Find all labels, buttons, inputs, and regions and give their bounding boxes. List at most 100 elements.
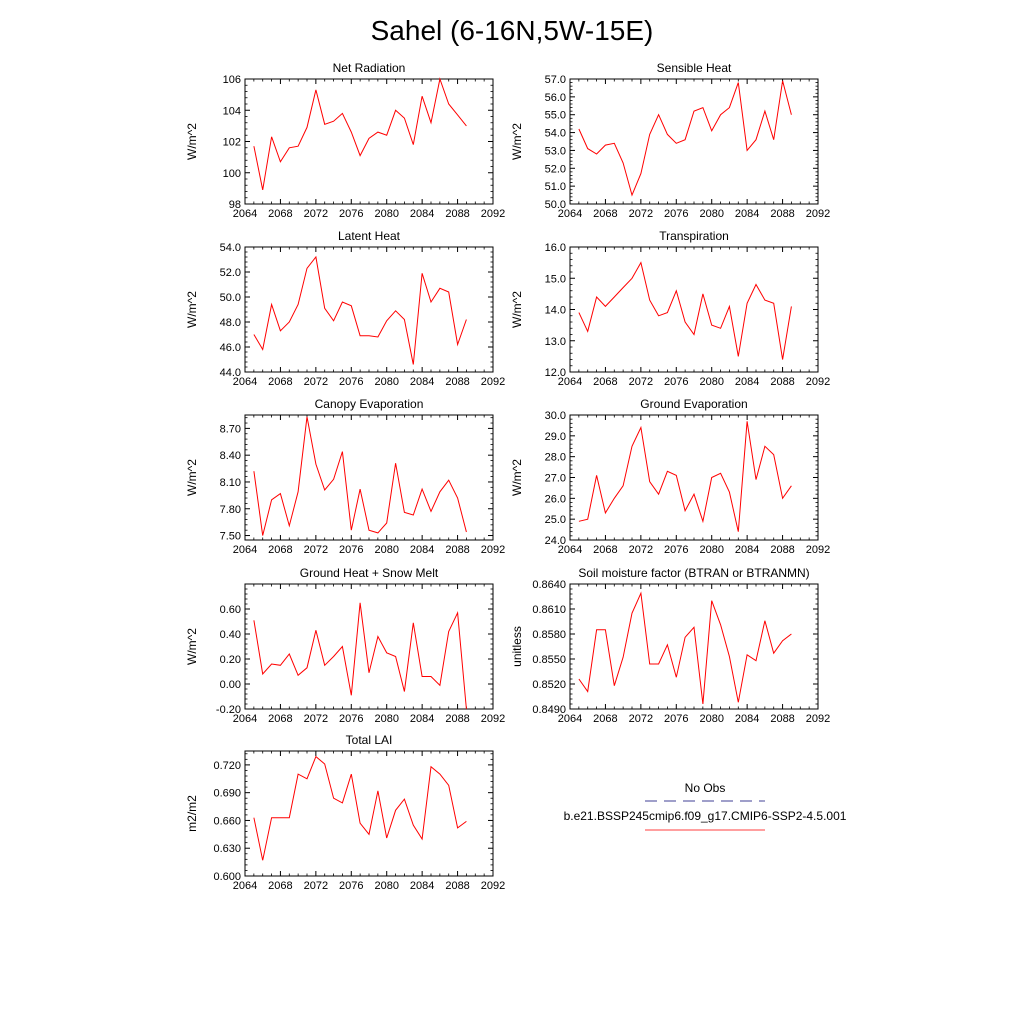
y-tick-label: 48.0 [220, 317, 241, 329]
y-tick-label: 56.0 [545, 92, 566, 104]
panel-canopy-evaporation: Canopy Evaporation W/m^2 2064 2068 2072 2076 2… [185, 397, 505, 556]
y-axis-label: W/m^2 [185, 123, 199, 160]
plot-frame [569, 246, 819, 373]
plot-frame [244, 78, 494, 205]
x-tick-label: 2076 [339, 544, 363, 556]
x-tick-label: 2084 [735, 544, 759, 556]
y-tick-label: 0.8640 [532, 579, 566, 591]
y-tick-label: 29.0 [545, 431, 566, 443]
x-tick-label: 2072 [629, 376, 653, 388]
y-tick-label: 52.0 [545, 163, 566, 175]
y-axis-label: W/m^2 [510, 123, 524, 160]
x-tick-label: 2084 [735, 376, 759, 388]
x-tick-label: 2088 [770, 544, 794, 556]
x-tick-label: 2068 [268, 376, 292, 388]
panel-soil-moisture-factor-btran-or-btranmn: Soil moisture factor (BTRAN or BTRANMN) u… [510, 566, 830, 725]
x-tick-label: 2088 [770, 376, 794, 388]
x-tick-label: 2084 [410, 376, 434, 388]
x-tick-label: 2068 [268, 713, 292, 725]
x-tick-label: 2080 [699, 208, 723, 220]
x-tick-label: 2088 [445, 376, 469, 388]
y-tick-label: 0.8550 [532, 654, 566, 666]
x-tick-label: 2080 [374, 208, 398, 220]
y-tick-label: 50.0 [220, 292, 241, 304]
x-tick-label: 2076 [664, 208, 688, 220]
x-tick-label: 2080 [374, 880, 398, 892]
x-tick-label: 2080 [699, 376, 723, 388]
panel-transpiration: Transpiration W/m^2 2064 2068 2072 2076 2080 20… [510, 229, 830, 388]
y-tick-label: 8.70 [220, 423, 241, 435]
y-tick-label: 52.0 [220, 267, 241, 279]
x-tick-label: 2076 [339, 713, 363, 725]
x-tick-label: 2068 [268, 208, 292, 220]
x-tick-label: 2092 [481, 880, 505, 892]
panel-title: Latent Heat [338, 229, 401, 243]
x-tick-label: 2084 [735, 208, 759, 220]
series-line [253, 602, 467, 710]
y-tick-label: 8.10 [220, 477, 241, 489]
x-tick-label: 2088 [445, 880, 469, 892]
x-tick-label: 2080 [374, 544, 398, 556]
x-tick-label: 2064 [233, 544, 257, 556]
x-tick-label: 2068 [593, 713, 617, 725]
y-tick-label: 0.8610 [532, 604, 566, 616]
x-tick-label: 2088 [770, 713, 794, 725]
plot-frame [569, 78, 819, 205]
y-axis-label: W/m^2 [185, 291, 199, 328]
x-tick-label: 2088 [445, 544, 469, 556]
x-tick-label: 2068 [268, 880, 292, 892]
x-tick-label: 2076 [664, 713, 688, 725]
panel-ground-heat-snow-melt: Ground Heat + Snow Melt W/m^2 2064 2068 2072… [185, 566, 505, 725]
plot-frame [244, 583, 494, 710]
x-tick-label: 2092 [806, 376, 830, 388]
x-tick-label: 2064 [233, 208, 257, 220]
x-tick-label: 2072 [304, 544, 328, 556]
y-tick-label: 16.0 [545, 242, 566, 254]
y-tick-label: 13.0 [545, 336, 566, 348]
panel-net-radiation: Net Radiation W/m^2 2064 2068 2072 2076 2080 20… [185, 61, 505, 220]
x-tick-label: 2072 [629, 713, 653, 725]
x-tick-label: 2068 [593, 544, 617, 556]
legend-label-model-run: b.e21.BSSP245cmip6.f09_g17.CMIP6-SSP2-4.… [564, 809, 847, 823]
y-axis-label: W/m^2 [185, 628, 199, 665]
x-tick-label: 2084 [410, 544, 434, 556]
x-tick-label: 2092 [806, 713, 830, 725]
y-tick-label: 8.40 [220, 450, 241, 462]
y-tick-label: 0.720 [213, 760, 241, 772]
x-tick-label: 2088 [445, 713, 469, 725]
y-tick-label: 0.8520 [532, 679, 566, 691]
x-tick-label: 2084 [410, 713, 434, 725]
plot-frame [244, 246, 494, 373]
y-tick-label: 14.0 [545, 305, 566, 317]
y-tick-label: 0.40 [220, 629, 241, 641]
x-tick-label: 2064 [233, 376, 257, 388]
x-tick-label: 2064 [558, 208, 582, 220]
panel-total-lai: Total LAI m2/m2 2064 2068 2072 2076 2080 2084 20… [185, 733, 505, 892]
x-tick-label: 2084 [410, 880, 434, 892]
x-tick-label: 2068 [593, 208, 617, 220]
y-tick-label: 24.0 [545, 535, 566, 547]
x-tick-label: 2064 [558, 376, 582, 388]
plot-frame [244, 414, 494, 541]
x-tick-label: 2092 [806, 544, 830, 556]
x-tick-label: 2072 [304, 713, 328, 725]
panel-latent-heat: Latent Heat W/m^2 2064 2068 2072 2076 2080 2084… [185, 229, 505, 388]
x-tick-label: 2072 [629, 208, 653, 220]
x-tick-label: 2088 [445, 208, 469, 220]
y-tick-label: 57.0 [545, 74, 566, 86]
x-tick-label: 2072 [304, 880, 328, 892]
y-tick-label: 0.690 [213, 788, 241, 800]
y-tick-label: 50.0 [545, 199, 566, 211]
x-tick-label: 2068 [593, 376, 617, 388]
y-tick-label: 54.0 [545, 128, 566, 140]
x-tick-label: 2084 [735, 713, 759, 725]
panel-title: Transpiration [659, 229, 729, 243]
y-tick-label: 55.0 [545, 110, 566, 122]
x-tick-label: 2064 [558, 713, 582, 725]
panel-title: Ground Heat + Snow Melt [300, 566, 439, 580]
x-tick-label: 2076 [339, 880, 363, 892]
series-line [578, 421, 792, 532]
panel-sensible-heat: Sensible Heat W/m^2 2064 2068 2072 2076 2080 20… [510, 61, 830, 220]
y-axis-label: unitless [510, 626, 524, 667]
y-tick-label: 53.0 [545, 145, 566, 157]
